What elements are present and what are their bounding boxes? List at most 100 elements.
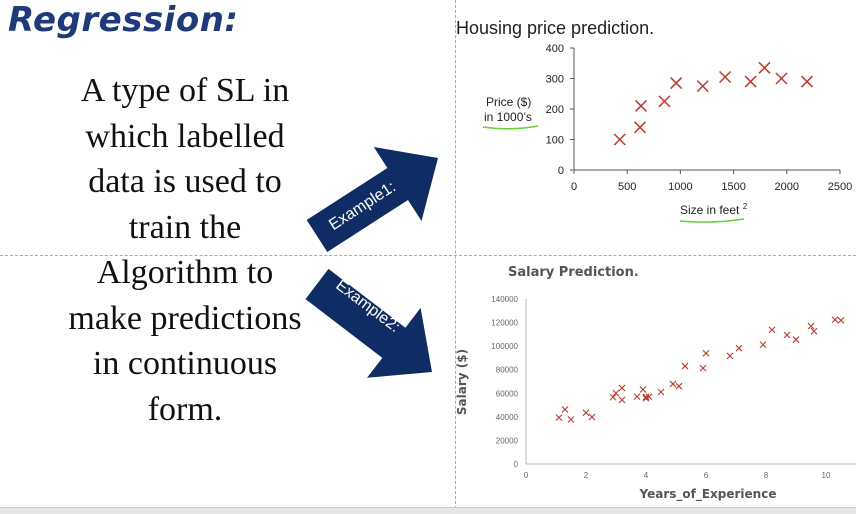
marker-stroke — [613, 133, 626, 146]
data-point — [642, 393, 650, 401]
y-tick-label: 60000 — [496, 389, 519, 398]
data-point — [831, 316, 839, 324]
x-tick-label: 500 — [618, 181, 636, 193]
x-axis-label-main: Size in feet — [680, 203, 740, 217]
salary-chart: Salary Prediction. Salary ($) Years_of_E… — [455, 265, 856, 502]
marker-stroke — [759, 341, 767, 348]
data-point — [744, 75, 757, 88]
marker-stroke — [633, 393, 641, 400]
marker-stroke — [807, 322, 815, 330]
marker-stroke — [775, 72, 788, 85]
marker-stroke — [642, 393, 650, 401]
data-point — [775, 72, 788, 85]
marker-stroke — [670, 77, 683, 90]
bottom-scrollbar[interactable] — [0, 507, 856, 514]
highlight-underline — [679, 218, 745, 223]
data-point — [567, 416, 575, 423]
marker-stroke — [681, 362, 689, 370]
data-point — [735, 344, 743, 352]
marker-stroke — [657, 388, 665, 396]
data-point — [633, 393, 641, 400]
x-tick-label: 4 — [644, 471, 649, 480]
definition-line: in continuous — [92, 345, 278, 382]
marker-stroke — [618, 396, 626, 404]
data-point — [635, 99, 648, 112]
data-point — [681, 362, 689, 370]
data-point — [768, 326, 776, 334]
y-axis-label: Salary ($) — [455, 349, 469, 415]
data-point — [837, 316, 845, 324]
marker-stroke — [758, 61, 771, 74]
definition-line: make predictions — [68, 299, 302, 337]
x-axis-label: Size in feet 2 — [680, 202, 748, 217]
data-point — [582, 409, 590, 417]
data-point — [758, 61, 771, 74]
y-tick-label: 120000 — [491, 319, 518, 328]
x-tick-label: 2000 — [775, 181, 799, 193]
data-point — [800, 75, 814, 88]
example1-arrow: Example1: — [306, 147, 438, 252]
definition-line: which labelled — [85, 117, 285, 155]
x-axis-label-sup: 2 — [743, 202, 748, 211]
x-tick-label: 2500 — [828, 181, 852, 193]
marker-stroke — [669, 380, 677, 388]
data-point — [561, 406, 569, 413]
y-axis-label: in 1000’s — [484, 110, 532, 124]
marker-stroke — [582, 409, 590, 417]
marker-stroke — [783, 331, 791, 339]
data-point — [783, 331, 791, 339]
data-point — [618, 396, 626, 404]
marker-stroke — [635, 99, 648, 112]
definition-line: A type of SL in — [80, 72, 290, 109]
marker-stroke — [555, 414, 563, 422]
marker-stroke — [744, 75, 757, 88]
data-point — [588, 413, 596, 421]
marker-stroke — [726, 352, 734, 360]
example2-arrow: Example2: — [305, 268, 432, 378]
chart-title: Housing price prediction. — [456, 18, 654, 38]
marker-stroke — [612, 389, 620, 397]
data-point — [696, 80, 709, 93]
marker-stroke — [831, 316, 839, 324]
data-point — [719, 70, 732, 84]
data-point — [645, 393, 653, 401]
data-point — [669, 380, 677, 388]
y-tick-label: 100000 — [491, 342, 518, 351]
marker-stroke — [658, 95, 671, 108]
y-tick-label: 100 — [546, 135, 564, 147]
y-tick-label: 0 — [558, 165, 564, 177]
y-tick-label: 140000 — [491, 295, 518, 304]
marker-stroke — [702, 349, 710, 357]
data-point — [633, 121, 646, 134]
data-point — [609, 393, 617, 401]
x-tick-label: 2 — [584, 471, 589, 480]
data-point — [792, 336, 800, 343]
y-tick-label: 20000 — [496, 436, 519, 445]
data-point — [618, 384, 626, 392]
x-tick-label: 1500 — [721, 181, 745, 193]
y-axis-label: Price ($) — [486, 95, 531, 109]
arrow-shape — [306, 147, 438, 252]
horizontal-divider — [0, 255, 856, 256]
marker-stroke — [696, 80, 709, 93]
marker-stroke — [699, 364, 707, 372]
chart-title: Salary Prediction. — [508, 265, 639, 280]
data-point — [657, 388, 665, 396]
data-point — [612, 389, 620, 397]
vertical-divider — [455, 0, 456, 514]
marker-stroke — [609, 393, 617, 401]
housing-chart: Housing price prediction. Price ($) in 1… — [456, 18, 852, 223]
y-tick-label: 400 — [546, 43, 564, 55]
marker-stroke — [645, 393, 653, 401]
data-point — [675, 382, 683, 390]
definition-text: A type of SL in which labelled data is u… — [30, 68, 340, 432]
y-tick-label: 200 — [546, 104, 564, 116]
data-point — [702, 349, 710, 357]
marker-stroke — [639, 386, 647, 393]
definition-line: form. — [147, 390, 223, 428]
arrow-shape — [305, 268, 432, 378]
x-tick-label: 8 — [764, 471, 769, 480]
data-point — [807, 322, 815, 330]
definition-line: Algorithm to — [96, 254, 274, 291]
